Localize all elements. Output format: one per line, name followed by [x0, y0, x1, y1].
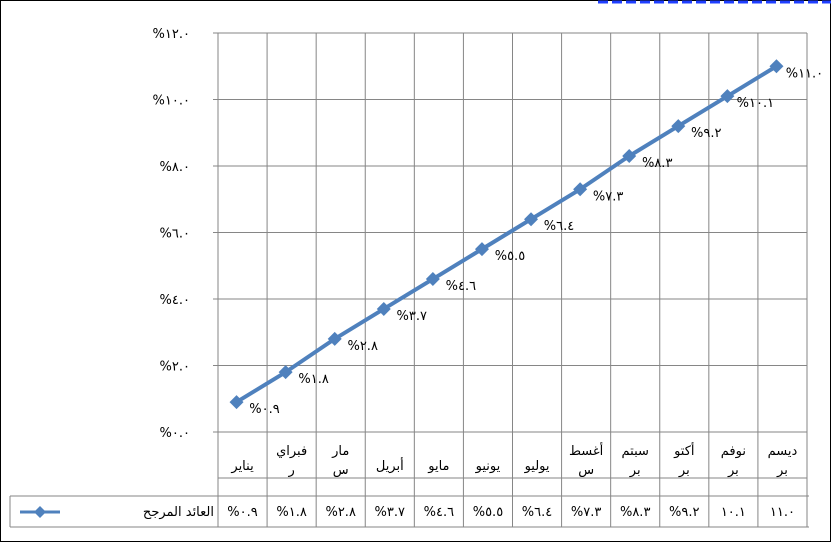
data-point-marker: [425, 272, 440, 287]
data-label: %٩.٢: [691, 126, 721, 141]
table-value: %٨.٣: [620, 505, 650, 520]
legend-marker: [34, 506, 46, 518]
data-label: %٤.٦: [446, 279, 476, 294]
table-value: %٣.٧: [375, 505, 405, 520]
x-tick-label: بر: [678, 463, 690, 478]
x-tick-label: أبريل: [376, 457, 404, 474]
data-label: %٥.٥: [495, 249, 525, 264]
table-value: %٤.٦: [424, 505, 454, 520]
x-tick-label: ر: [287, 463, 294, 478]
data-point-marker: [622, 149, 637, 164]
data-label: %١١.٠: [786, 66, 823, 81]
data-point-marker: [278, 365, 293, 380]
x-tick-label: س: [578, 463, 594, 478]
data-label: %٠.٩: [249, 402, 279, 417]
y-tick-label: %٢.٠: [160, 360, 190, 375]
x-tick-label: س: [333, 463, 349, 478]
data-label: %١.٨: [298, 372, 328, 387]
x-tick-label: يونيو: [475, 459, 501, 474]
series-line: [235, 64, 778, 404]
table-value: ١٠.١: [721, 505, 746, 520]
data-label: %٧.٣: [593, 189, 623, 204]
table-value: %٩.٢: [669, 505, 699, 520]
data-point-marker: [671, 119, 686, 134]
x-tick-label: أكتو: [673, 442, 694, 459]
data-label: %١٠.١: [737, 96, 774, 111]
y-tick-label: %٤.٠: [160, 293, 190, 308]
x-tick-label: يناير: [230, 459, 254, 474]
table-value: %٢.٨: [325, 505, 355, 520]
data-point-marker: [327, 331, 342, 346]
x-tick-label: بر: [727, 463, 739, 478]
x-tick-label: نوفم: [721, 444, 746, 459]
table-value: %٥.٥: [473, 505, 503, 520]
data-label: %٦.٤: [544, 219, 574, 234]
table-value: %٦.٤: [522, 505, 552, 520]
data-label: %٢.٨: [347, 339, 377, 354]
y-tick-label: %٦.٠: [160, 227, 190, 242]
data-point-marker: [524, 212, 539, 227]
y-tick-label: %٠.٠: [160, 426, 190, 441]
table-value: %٠.٩: [227, 505, 257, 520]
x-tick-label: بر: [629, 463, 641, 478]
x-tick-label: سبتم: [622, 444, 649, 459]
data-point-marker: [474, 242, 489, 257]
table-value: ١١.٠: [770, 505, 795, 520]
x-tick-label: يوليو: [524, 459, 550, 474]
y-tick-label: %١٢.٠: [153, 27, 190, 42]
legend-label: العائد المرجح: [143, 505, 214, 520]
y-tick-label: %١٠.٠: [153, 94, 190, 109]
data-point-marker: [573, 182, 588, 197]
x-tick-label: أغسط: [569, 442, 603, 459]
data-point-marker: [229, 395, 244, 410]
table-value: %٧.٣: [571, 505, 601, 520]
table-value: %١.٨: [276, 505, 306, 520]
data-point-marker: [720, 89, 735, 104]
x-tick-label: بر: [776, 463, 788, 478]
data-label: %٣.٧: [397, 309, 427, 324]
x-tick-label: مار: [331, 444, 349, 459]
data-point-marker: [376, 301, 391, 316]
x-tick-label: مايو: [427, 459, 449, 474]
y-tick-label: %٨.٠: [160, 160, 190, 175]
x-tick-label: فبراي: [276, 444, 307, 459]
data-label: %٨.٣: [642, 156, 672, 171]
data-point-marker: [769, 59, 784, 74]
x-tick-label: ديسم: [768, 444, 798, 459]
